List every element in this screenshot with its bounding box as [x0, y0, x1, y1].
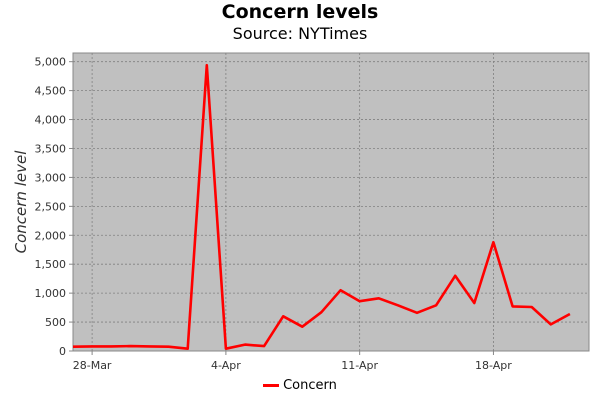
- y-tick-label: 2,000: [35, 229, 67, 242]
- x-tick-label: 11-Apr: [341, 359, 378, 372]
- ticks: 0 500 1,000 1,500 2,000 2,500 3,000 3,500 4,000 4…: [35, 56, 513, 372]
- series-layer: [72, 63, 571, 351]
- legend-swatch: [263, 384, 280, 387]
- y-tick-label: 500: [45, 316, 66, 329]
- legend: Concern: [0, 378, 600, 393]
- grid: [73, 53, 589, 351]
- x-tick-label: 18-Apr: [475, 359, 512, 372]
- y-tick-label: 0: [59, 345, 66, 358]
- y-tick-label: 4,500: [35, 85, 67, 98]
- x-tick-label: 28-Mar: [73, 359, 112, 372]
- y-tick-label: 3,000: [35, 171, 67, 184]
- legend-label: Concern: [283, 378, 337, 393]
- y-axis-label: Concern level: [12, 150, 30, 254]
- x-tick-label: 4-Apr: [211, 359, 241, 372]
- chart-subtitle: Source: NYTimes: [232, 24, 368, 43]
- chart-title: Concern levels: [221, 1, 379, 23]
- y-tick-label: 1,500: [35, 258, 67, 271]
- series-line-0: [72, 63, 571, 351]
- y-tick-label: 1,000: [35, 287, 67, 300]
- y-tick-label: 2,500: [35, 200, 67, 213]
- y-tick-label: 5,000: [35, 56, 67, 69]
- y-tick-label: 3,500: [35, 142, 67, 155]
- y-tick-label: 4,000: [35, 114, 67, 127]
